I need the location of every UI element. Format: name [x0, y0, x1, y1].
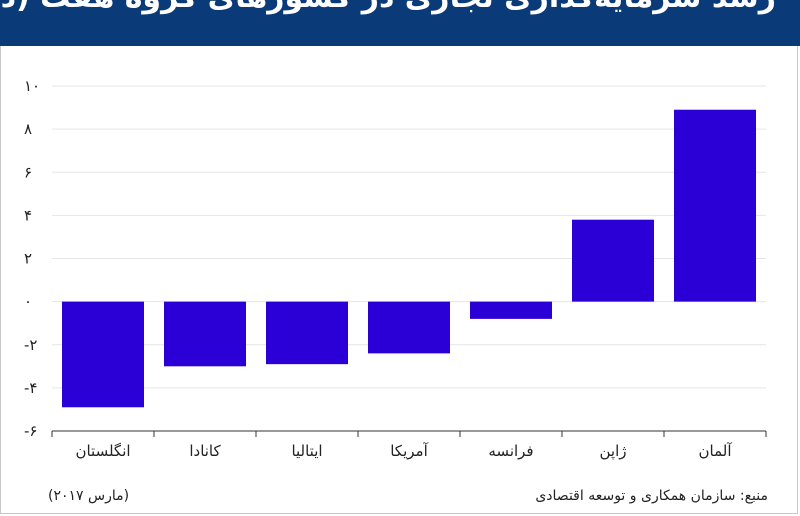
source-note: منبع: سازمان همکاری و توسعه اقتصادی [535, 488, 768, 504]
chart-title: رشد سرمایه‌گذاری تجاری در کشورهای گروه ه… [0, 0, 776, 15]
x-category-label: آلمان [699, 442, 733, 460]
bars [62, 109, 756, 408]
y-tick-label: ۴ [24, 206, 32, 224]
y-tick-label: ۲ [24, 250, 32, 268]
x-category-label: آمریکا [390, 442, 428, 460]
axes [51, 430, 767, 437]
y-tick-label: -۴ [24, 379, 37, 397]
bar [572, 219, 654, 302]
x-category-label: ژاپن [599, 442, 626, 461]
x-category-label: کانادا [189, 442, 221, 460]
chart-header: رشد سرمایه‌گذاری تجاری در کشورهای گروه ه… [0, 0, 800, 46]
y-tick-label: ۶ [24, 163, 32, 181]
x-category-label: فرانسه [488, 442, 533, 460]
x-category-label: انگلستان [75, 442, 130, 460]
y-axis-ticks: ۱۰ ۸ ۶ ۴ ۲ ۰ -۲ -۴ -۶ [24, 77, 40, 440]
y-tick-label: ۸ [24, 120, 32, 138]
y-tick-label: ۱۰ [24, 77, 40, 95]
y-tick-label: ۰ [24, 293, 32, 311]
x-axis-labels: انگلستان کانادا ایتالیا آمریکا فرانسه ژاپن آلم… [75, 442, 732, 461]
bar [470, 301, 552, 319]
chart-panel [0, 46, 798, 514]
bar [266, 301, 348, 365]
bar [674, 109, 756, 302]
bar [368, 301, 450, 354]
y-tick-label: -۶ [24, 422, 37, 440]
bar [62, 301, 144, 408]
x-category-label: ایتالیا [291, 442, 322, 460]
bar [164, 301, 246, 367]
y-tick-label: -۲ [24, 336, 37, 354]
date-note: (مارس ۲۰۱۷) [48, 488, 130, 504]
